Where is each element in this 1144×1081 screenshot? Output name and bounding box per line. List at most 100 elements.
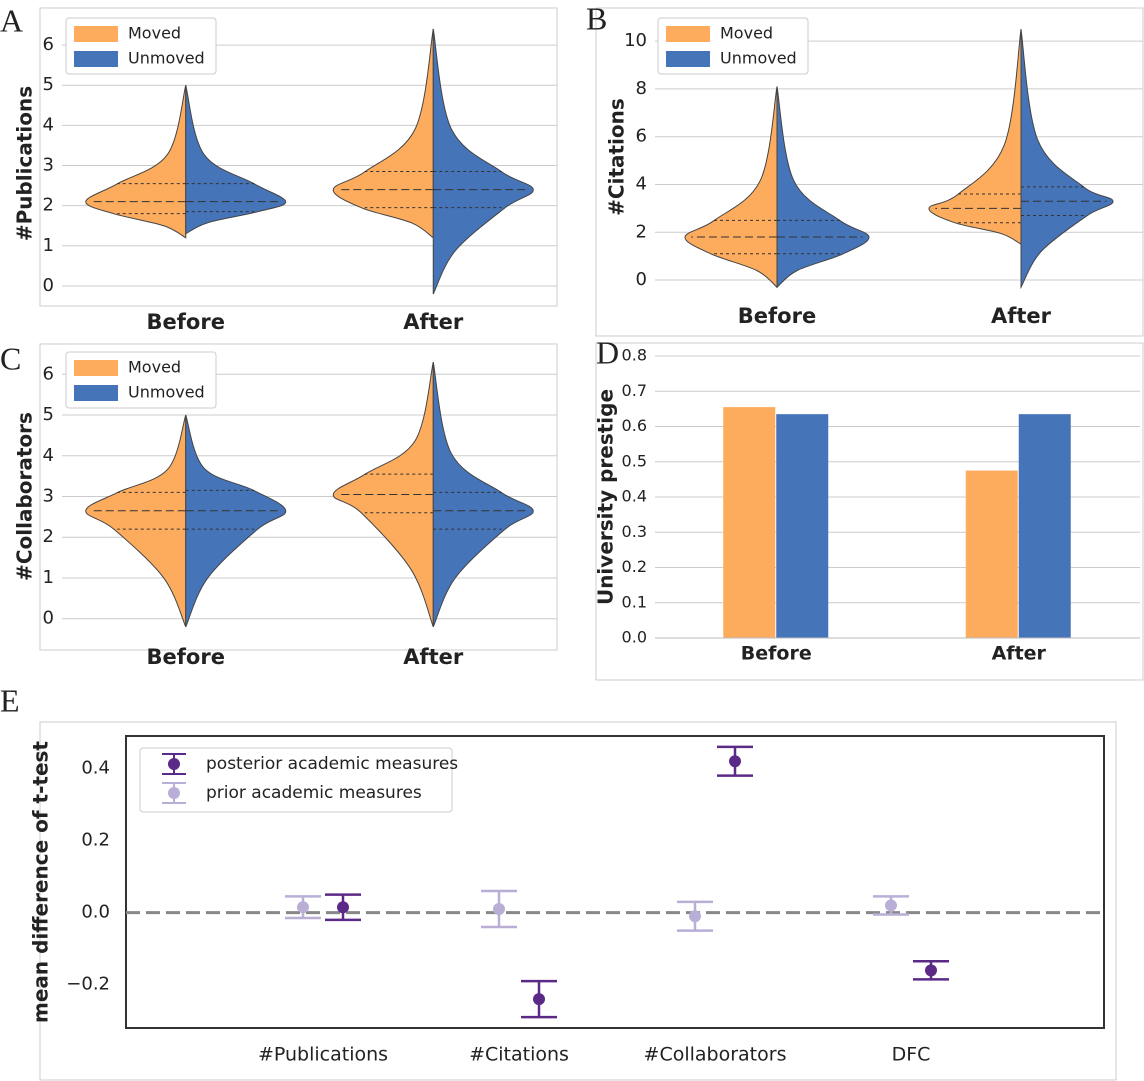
x-tick-label: After [403, 310, 464, 334]
panel-letter: D [596, 334, 619, 370]
y-tick-label: 0.0 [81, 902, 110, 923]
point [885, 899, 897, 912]
violin-half [185, 85, 287, 235]
y-tick-label: 4 [43, 114, 54, 135]
violin-half [432, 28, 534, 295]
legend-label: posterior academic measures [206, 754, 458, 774]
legend-swatch [74, 360, 118, 376]
legend-swatch [74, 51, 118, 67]
legend-label: prior academic measures [206, 783, 422, 803]
bar [776, 414, 829, 638]
y-tick-label: 0 [43, 275, 54, 296]
legend-marker [168, 758, 180, 770]
y-tick-label: 0.4 [622, 487, 647, 506]
point [689, 910, 701, 923]
point [297, 901, 309, 914]
y-tick-label: 6 [636, 126, 647, 147]
legend-label: Unmoved [128, 383, 205, 402]
y-tick-label: 0.2 [622, 557, 647, 576]
panel-frame [39, 721, 1117, 1081]
legend-swatch [74, 385, 118, 401]
y-axis-label: #Publications [13, 86, 37, 241]
y-axis-label: #Collaborators [13, 412, 37, 581]
y-tick-label: 0.5 [622, 451, 647, 470]
y-tick-label: 1 [43, 235, 54, 256]
legend-label: Unmoved [128, 49, 205, 68]
x-tick-label: After [403, 645, 464, 669]
x-tick-label: Before [738, 304, 816, 328]
y-tick-label: 0 [636, 269, 647, 290]
panel-letter: E [0, 682, 20, 718]
x-tick-label: Before [147, 645, 225, 669]
plot-frame [125, 735, 1105, 1029]
legend-label: Moved [128, 24, 181, 43]
legend-label: Moved [720, 24, 773, 43]
y-tick-label: 6 [43, 363, 54, 384]
point [729, 755, 741, 768]
y-tick-label: 2 [43, 195, 54, 216]
x-tick-label: #Collaborators [644, 1044, 787, 1066]
panel-frame [595, 342, 1144, 681]
x-tick-label: Before [741, 643, 812, 665]
legend-marker [168, 787, 180, 799]
y-tick-label: 0.2 [81, 830, 110, 851]
violin-half [185, 414, 287, 628]
y-tick-label: 5 [43, 404, 54, 425]
panel-letter: C [0, 340, 21, 376]
y-axis-label: mean difference of t-test [29, 741, 53, 1023]
y-tick-label: 1 [43, 567, 54, 588]
y-tick-label: 0.7 [622, 381, 647, 400]
y-tick-label: 4 [636, 173, 647, 194]
y-tick-label: 2 [43, 526, 54, 547]
y-tick-label: 4 [43, 445, 54, 466]
violin-half [1020, 29, 1114, 290]
y-tick-label: 0.3 [622, 522, 647, 541]
y-tick-label: 0.0 [622, 628, 647, 647]
point [533, 993, 545, 1006]
violin-half [85, 85, 187, 239]
x-tick-label: After [991, 304, 1052, 328]
y-tick-label: 6 [43, 34, 54, 55]
x-tick-label: After [992, 643, 1047, 665]
y-tick-label: 3 [43, 155, 54, 176]
legend-swatch [74, 26, 118, 42]
violin-half [684, 86, 778, 289]
violin-half [432, 361, 534, 628]
y-tick-label: 3 [43, 486, 54, 507]
y-axis-label: University prestige [594, 389, 618, 605]
x-tick-label: DFC [892, 1044, 931, 1066]
y-tick-label: −0.2 [66, 974, 110, 995]
violin-half [776, 86, 870, 289]
y-tick-label: 0.4 [81, 757, 110, 778]
y-tick-label: 8 [636, 78, 647, 99]
y-tick-label: 0.6 [622, 416, 647, 435]
x-tick-label: #Citations [469, 1044, 569, 1066]
legend-label: Unmoved [720, 49, 797, 68]
point [925, 964, 937, 977]
panel-letter: B [586, 0, 607, 36]
y-axis-label: #Citations [605, 98, 629, 216]
y-tick-label: 2 [636, 221, 647, 242]
panel-letter: A [0, 2, 23, 38]
panel-frame [39, 7, 558, 307]
y-tick-label: 0.1 [622, 592, 647, 611]
x-tick-label: #Publications [258, 1044, 388, 1066]
bar [1018, 414, 1071, 638]
violin-half [332, 28, 434, 239]
x-tick-label: Before [147, 310, 225, 334]
y-tick-label: 0.8 [622, 346, 647, 365]
legend-label: Moved [128, 358, 181, 377]
point [493, 903, 505, 916]
legend-box [139, 747, 453, 813]
panel-frame [595, 7, 1144, 337]
legend-swatch [666, 51, 710, 67]
bar [965, 470, 1018, 638]
y-tick-label: 5 [43, 74, 54, 95]
y-tick-label: 10 [624, 30, 647, 51]
point [337, 901, 349, 914]
bar [723, 407, 776, 638]
y-tick-label: 0 [43, 608, 54, 629]
violin-half [85, 414, 187, 628]
legend-swatch [666, 26, 710, 42]
